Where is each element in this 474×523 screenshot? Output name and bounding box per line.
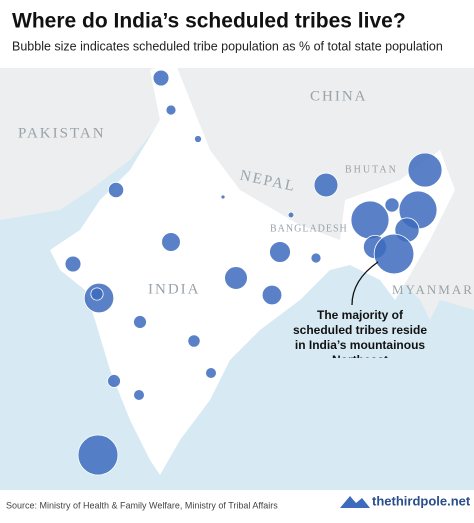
- bubble: [205, 367, 217, 379]
- logo: thethirdpole.net: [372, 493, 471, 508]
- country-label: BANGLADESH: [270, 223, 348, 234]
- source: Source: Ministry of Health & Family Welf…: [6, 500, 278, 510]
- bubble: [220, 194, 226, 200]
- country-label: CHINA: [310, 88, 368, 104]
- bubble: [187, 334, 201, 348]
- bubble: [133, 389, 145, 401]
- bubble: [64, 255, 82, 273]
- title: Where do India’s scheduled tribes live?: [12, 10, 406, 33]
- country-label: INDIA: [148, 281, 201, 297]
- annotation-line: [351, 261, 379, 306]
- bubble: [407, 152, 443, 188]
- country-label: BHUTAN: [345, 164, 398, 175]
- bubble: [152, 69, 170, 87]
- bubble: [133, 315, 147, 329]
- bubble: [350, 200, 390, 240]
- bubble: [107, 374, 121, 388]
- bubble: [313, 172, 339, 198]
- bubble: [310, 252, 322, 264]
- bubble: [224, 266, 248, 290]
- header-bg: [0, 0, 474, 68]
- footer-bg: [0, 490, 474, 518]
- bubble: [373, 233, 415, 275]
- bubble: [77, 434, 119, 476]
- logo-icon: [340, 496, 370, 508]
- bubble: [384, 197, 400, 213]
- bubble: [107, 181, 125, 199]
- bubble: [261, 284, 283, 306]
- bubble: [269, 241, 291, 263]
- india-land: [50, 62, 455, 475]
- subtitle: Bubble size indicates scheduled tribe po…: [12, 39, 443, 53]
- bubble: [194, 135, 202, 143]
- bubble: [90, 287, 104, 301]
- annotation: The majority of scheduled tribes reside …: [292, 308, 428, 358]
- bubble: [165, 104, 177, 116]
- bubble: [161, 232, 181, 252]
- country-label: PAKISTAN: [18, 125, 106, 141]
- annotation-box: The majority of scheduled tribes reside …: [292, 308, 428, 358]
- country-label: MYANMAR: [392, 282, 474, 297]
- bubble: [287, 211, 295, 219]
